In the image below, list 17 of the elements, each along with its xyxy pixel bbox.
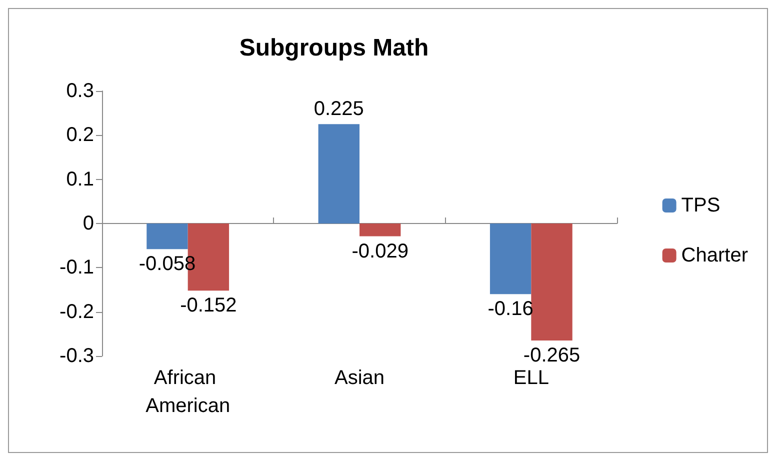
x-tick-label: African American [146, 367, 230, 417]
y-tick-label: 0.3 [66, 80, 94, 102]
legend-label: TPS [681, 194, 720, 216]
y-tick-label: -0.3 [60, 345, 94, 367]
data-label: -0.152 [180, 294, 237, 317]
legend-label: Charter [681, 244, 748, 266]
data-label: -0.029 [352, 240, 408, 262]
y-tick-label: -0.1 [60, 256, 94, 279]
y-tick-label: 0 [82, 212, 94, 234]
data-label: -0.265 [523, 344, 580, 367]
x-tick-label: ELL [513, 367, 549, 389]
x-tick-label: Asian [334, 367, 385, 389]
data-label: 0.225 [314, 98, 364, 120]
y-tick-label: 0.1 [66, 168, 94, 190]
chart-title: Subgroups Math [239, 34, 429, 62]
y-tick-label: -0.2 [60, 300, 94, 323]
y-tick-label: 0.2 [66, 124, 94, 146]
